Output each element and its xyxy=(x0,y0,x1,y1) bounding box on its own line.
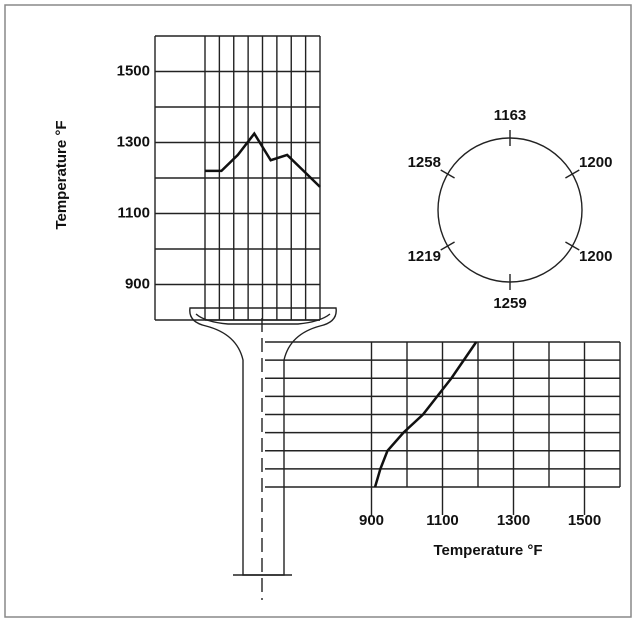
frame xyxy=(4,4,632,618)
circle-label: 1219 xyxy=(408,248,441,265)
y-axis-label: Temperature °F xyxy=(53,120,70,229)
circle-tick xyxy=(565,241,580,251)
temperature-curve xyxy=(205,131,321,188)
valve-head-line xyxy=(195,313,331,325)
x-tick-label: 900 xyxy=(359,512,384,529)
circle-label: 1200 xyxy=(579,248,612,265)
x-tick-label: 1300 xyxy=(497,512,530,529)
y-tick-label: 1100 xyxy=(117,204,150,221)
temperature-curve xyxy=(373,341,478,488)
circle-label: 1200 xyxy=(579,154,612,171)
circle-label: 1259 xyxy=(493,295,526,312)
circle-label: 1258 xyxy=(408,154,441,171)
circle-tick xyxy=(440,169,455,179)
circle-label: 1163 xyxy=(494,107,527,124)
x-tick-label: 1100 xyxy=(426,512,459,529)
y-tick-label: 1300 xyxy=(117,133,150,150)
x-tick-label: 1500 xyxy=(568,512,601,529)
y-tick-label: 900 xyxy=(125,275,150,292)
circle-tick xyxy=(565,169,580,179)
x-axis-label: Temperature °F xyxy=(433,542,542,559)
y-tick-label: 1500 xyxy=(117,62,150,79)
circle-tick xyxy=(440,241,455,251)
